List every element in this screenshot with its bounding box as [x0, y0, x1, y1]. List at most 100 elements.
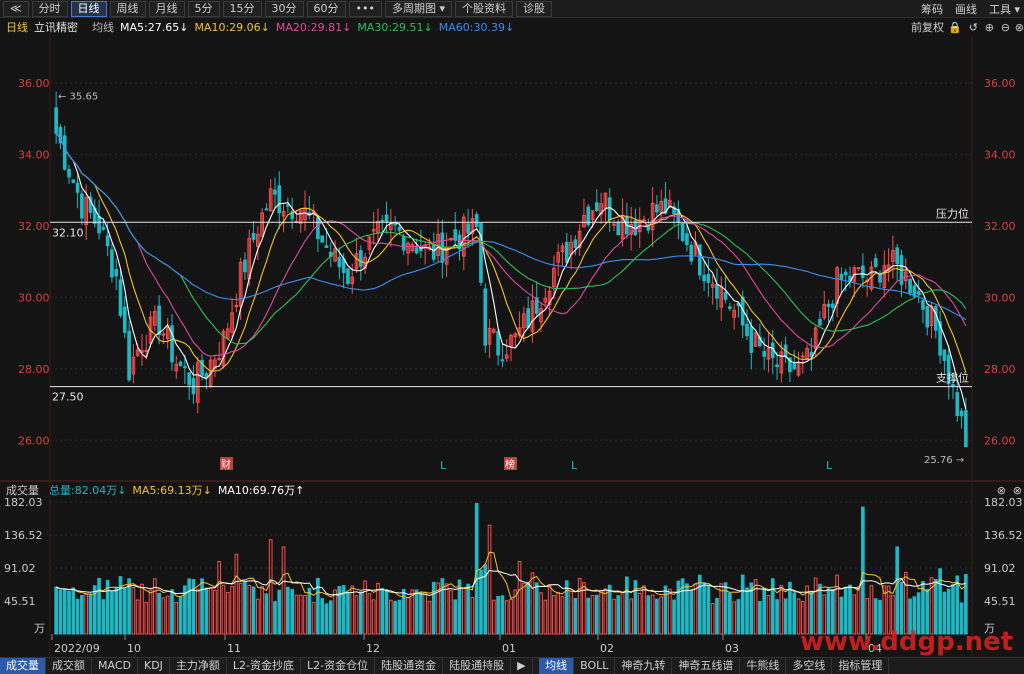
- price-tick-right: 30.00: [984, 291, 1016, 304]
- candle-body: [603, 192, 608, 209]
- zoom-out-icon[interactable]: ⊖: [1000, 20, 1010, 34]
- volume-bar: [281, 546, 286, 635]
- indicator-tab-0[interactable]: 成交量: [0, 657, 46, 674]
- period-tab-4[interactable]: 5分: [187, 0, 220, 17]
- period-tab-3[interactable]: 月线: [148, 0, 185, 17]
- volume-bar: [646, 595, 651, 635]
- period-tab-11[interactable]: 诊股: [516, 0, 553, 17]
- candle-body: [54, 107, 58, 134]
- volume-close-icon[interactable]: ⊗: [1012, 483, 1022, 497]
- zoom-in-icon[interactable]: ⊕: [984, 20, 994, 34]
- candle-body: [178, 361, 183, 366]
- volume-bar: [144, 602, 149, 635]
- volume-ma5-line: [55, 551, 967, 600]
- undo-icon[interactable]: ↺: [968, 20, 978, 34]
- adjust-dropdown[interactable]: 前复权: [911, 21, 944, 34]
- candle-body: [255, 233, 260, 247]
- volume-bar: [444, 583, 449, 635]
- volume-bar: [882, 585, 887, 635]
- indicator-tab-7[interactable]: 陆股通资金: [375, 657, 444, 674]
- candle-body: [148, 316, 153, 344]
- period-tab-10[interactable]: 个股资料: [455, 0, 514, 17]
- indicator-tab-5[interactable]: L2-资金抄底: [227, 657, 302, 674]
- candle-body: [144, 349, 149, 353]
- candle-body: [431, 243, 436, 260]
- volume-bar: [895, 546, 900, 635]
- candle-body: [861, 265, 865, 279]
- candle-body: [80, 193, 84, 219]
- candle-body: [552, 267, 556, 287]
- volume-bar: [487, 524, 492, 635]
- candle-body: [590, 210, 595, 220]
- indicator-tab-4[interactable]: 主力净额: [170, 657, 227, 674]
- period-tab-1[interactable]: 日线: [70, 0, 107, 17]
- volume-bar: [659, 596, 664, 635]
- toolbar-right-2[interactable]: 工具 ▾: [988, 3, 1020, 16]
- lock-icon[interactable]: 🔒: [948, 20, 962, 34]
- volume-bar: [307, 587, 312, 635]
- kline-chart[interactable]: 26.00 26.00 28.00 28.00 30.00 30.00 32.00 32.00…: [0, 36, 1024, 657]
- volume-bar: [865, 597, 869, 635]
- candle-body: [843, 271, 848, 276]
- candle-body: [157, 305, 161, 336]
- candle-body: [805, 347, 809, 361]
- indicator-tab-6[interactable]: L2-资金仓位: [301, 657, 376, 674]
- ma-label[interactable]: 均线: [92, 21, 114, 34]
- volume-bar: [127, 578, 131, 635]
- volume-bar: [165, 595, 170, 635]
- period-tab-2[interactable]: 周线: [109, 0, 146, 17]
- volume-bar: [419, 592, 423, 635]
- candle-body: [586, 206, 591, 226]
- overlay-tab-1[interactable]: BOLL: [574, 657, 616, 674]
- candle-body: [251, 232, 256, 240]
- overlay-tab-6[interactable]: 指标管理: [832, 657, 890, 674]
- back-button[interactable]: ≪: [3, 0, 29, 17]
- period-tab-8[interactable]: •••: [348, 0, 382, 17]
- indicator-tab-2[interactable]: MACD: [92, 657, 138, 674]
- period-tab-5[interactable]: 15分: [222, 0, 262, 17]
- price-tick-left: 36.00: [18, 77, 50, 90]
- period-tab-7[interactable]: 60分: [306, 0, 346, 17]
- overlay-tab-3[interactable]: 神奇五线谱: [672, 657, 741, 674]
- volume-settings-icon[interactable]: ⊗: [996, 483, 1006, 497]
- close-icon[interactable]: ⊗: [1014, 20, 1024, 34]
- volume-bar: [891, 595, 895, 635]
- volume-bar: [84, 593, 89, 635]
- indicator-tab-1[interactable]: 成交额: [46, 657, 92, 674]
- price-tick-right: 32.00: [984, 220, 1016, 233]
- volume-bar: [333, 589, 337, 635]
- volume-bar: [380, 587, 385, 635]
- volume-bar: [268, 539, 273, 635]
- candle-body: [406, 242, 410, 254]
- period-tab-9[interactable]: 多周期图 ▾: [384, 0, 453, 17]
- overlay-tab-5[interactable]: 多空线: [786, 657, 833, 674]
- candle-body: [225, 328, 230, 339]
- volume-bar: [350, 585, 355, 635]
- period-tab-6[interactable]: 30分: [264, 0, 304, 17]
- resistance-text-label: 压力位: [936, 206, 969, 220]
- volume-bar: [964, 574, 968, 635]
- volume-bar: [470, 596, 475, 635]
- volume-bar: [586, 597, 591, 635]
- candle-body: [337, 256, 342, 268]
- period-tab-0[interactable]: 分时: [31, 0, 68, 17]
- overlay-tab-4[interactable]: 牛熊线: [740, 657, 787, 674]
- candle-body: [818, 318, 822, 326]
- indicator-tab-3[interactable]: KDJ: [138, 657, 170, 674]
- candle-body: [655, 204, 659, 213]
- candle-body: [831, 303, 835, 308]
- overlay-tab-2[interactable]: 神奇九转: [615, 657, 673, 674]
- candle-body: [97, 215, 101, 234]
- volume-bar: [594, 594, 599, 635]
- toolbar-right-1[interactable]: 画线: [954, 3, 977, 16]
- volume-bar: [483, 564, 488, 635]
- candle-body: [101, 226, 106, 230]
- date-tick-label: 04: [868, 642, 882, 655]
- tabs-scroll-right-icon[interactable]: ▶: [511, 657, 534, 674]
- candle-body: [522, 313, 526, 329]
- overlay-tab-0[interactable]: 均线: [539, 657, 575, 674]
- toolbar-right-0[interactable]: 筹码: [920, 3, 943, 16]
- volume-bar: [783, 598, 788, 635]
- indicator-tab-8[interactable]: 陆股通持股: [443, 657, 512, 674]
- volume-tick-left: 182.03: [4, 496, 43, 509]
